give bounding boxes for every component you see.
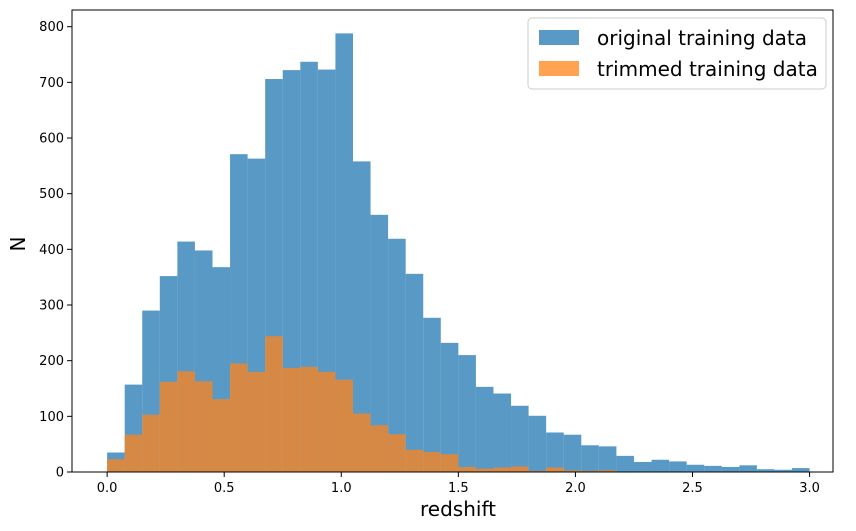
histogram-bar-original <box>633 461 652 472</box>
x-tick-label: 1.0 <box>331 481 352 496</box>
legend-swatch-original <box>539 30 579 45</box>
histogram-bar-trimmed <box>405 449 424 472</box>
histogram-bar-original <box>792 468 810 472</box>
histogram-bar-original <box>335 33 353 472</box>
y-tick-label: 300 <box>39 299 64 314</box>
histogram-bar-trimmed <box>300 366 318 472</box>
histogram-bar-original <box>388 238 406 472</box>
x-axis-ticks: 0.0 0.5 1.0 1.5 2.0 2.5 3.0 <box>97 472 820 496</box>
histogram-bar-trimmed <box>124 434 143 472</box>
histogram-bar-trimmed <box>458 466 476 472</box>
histogram-bar-trimmed <box>142 414 160 472</box>
plot-area-frame <box>71 9 834 473</box>
histogram-bar-original <box>440 342 459 472</box>
histogram-bar-original <box>774 469 793 472</box>
trimmed-training-data-bars <box>107 336 617 472</box>
histogram-bar-original <box>686 464 705 472</box>
histogram-bar-original <box>370 214 389 472</box>
histogram-bar-trimmed <box>546 467 564 472</box>
histogram-bar-trimmed <box>159 381 178 472</box>
y-tick-label: 0 <box>56 466 64 481</box>
y-tick-label: 600 <box>39 132 64 147</box>
histogram-bar-original <box>598 446 617 472</box>
histogram-bar-original <box>669 461 687 472</box>
legend-box <box>527 17 827 90</box>
histogram-bar-original <box>546 432 564 472</box>
histogram-bar-original <box>563 434 582 472</box>
legend-label-trimmed: trimmed training data <box>597 57 818 81</box>
histogram-bar-original <box>423 317 441 472</box>
y-axis-title: N <box>6 237 30 252</box>
histogram-bar-original <box>581 445 599 472</box>
x-tick-label: 2.5 <box>682 481 703 496</box>
histogram-bar-original <box>458 355 476 472</box>
histogram-bar-trimmed <box>493 467 512 472</box>
histogram-bar-original <box>704 465 722 472</box>
y-tick-label: 400 <box>39 243 64 258</box>
x-tick-label: 3.0 <box>799 481 820 496</box>
histogram-bar-trimmed <box>423 451 441 472</box>
histogram-bar-trimmed <box>282 367 301 472</box>
histogram-bar-original <box>493 393 512 472</box>
histogram-bar-trimmed <box>598 470 617 472</box>
y-tick-label: 100 <box>39 410 64 425</box>
histogram-bar-trimmed <box>475 468 494 472</box>
y-tick-label: 800 <box>39 20 64 35</box>
histogram-bar-trimmed <box>335 379 353 472</box>
histogram-bar-original <box>528 415 547 472</box>
histogram-bar-original <box>739 465 757 472</box>
legend-label-original: original training data <box>597 26 807 50</box>
x-tick-label: 2.0 <box>565 481 586 496</box>
histogram-bar-trimmed <box>194 381 213 472</box>
histogram-bar-original <box>405 273 424 472</box>
histogram-bar-original <box>756 469 775 472</box>
histogram-bar-trimmed <box>107 459 125 472</box>
histogram-bar-original <box>616 455 634 472</box>
histogram-bar-trimmed <box>388 434 406 472</box>
histogram-bar-original <box>317 69 336 473</box>
histogram-bar-original <box>511 405 529 472</box>
histogram-bar-trimmed <box>581 470 599 472</box>
x-tick-label: 0.0 <box>97 481 118 496</box>
x-axis-title: redshift <box>420 497 496 521</box>
legend-swatch-trimmed <box>539 61 579 76</box>
histogram-bar-original <box>721 466 740 472</box>
histogram-bar-trimmed <box>230 363 248 472</box>
histogram-bar-trimmed <box>440 454 459 472</box>
histogram-bar-trimmed <box>177 371 195 472</box>
y-axis-ticks: 0 100 200 300 400 500 600 700 800 <box>39 20 72 481</box>
histogram-bar-trimmed <box>317 371 336 472</box>
x-tick-label: 0.5 <box>214 481 235 496</box>
histogram-bar-trimmed <box>528 470 547 472</box>
histogram-bar-trimmed <box>511 466 529 472</box>
histogram-bar-trimmed <box>265 336 283 472</box>
x-tick-label: 1.5 <box>448 481 469 496</box>
histogram-bar-trimmed <box>247 371 266 472</box>
histogram-bar-original <box>651 459 670 472</box>
histogram-bar-trimmed <box>370 425 389 472</box>
histogram-bar-trimmed <box>563 470 582 472</box>
histogram-bar-original <box>475 386 494 472</box>
histogram-bar-trimmed <box>352 413 371 472</box>
histogram-bar-original <box>352 161 371 472</box>
y-tick-label: 200 <box>39 354 64 369</box>
y-tick-label: 700 <box>39 76 64 91</box>
legend: original training data trimmed training … <box>527 17 827 90</box>
histogram-bar-trimmed <box>212 399 231 472</box>
y-tick-label: 500 <box>39 187 64 202</box>
